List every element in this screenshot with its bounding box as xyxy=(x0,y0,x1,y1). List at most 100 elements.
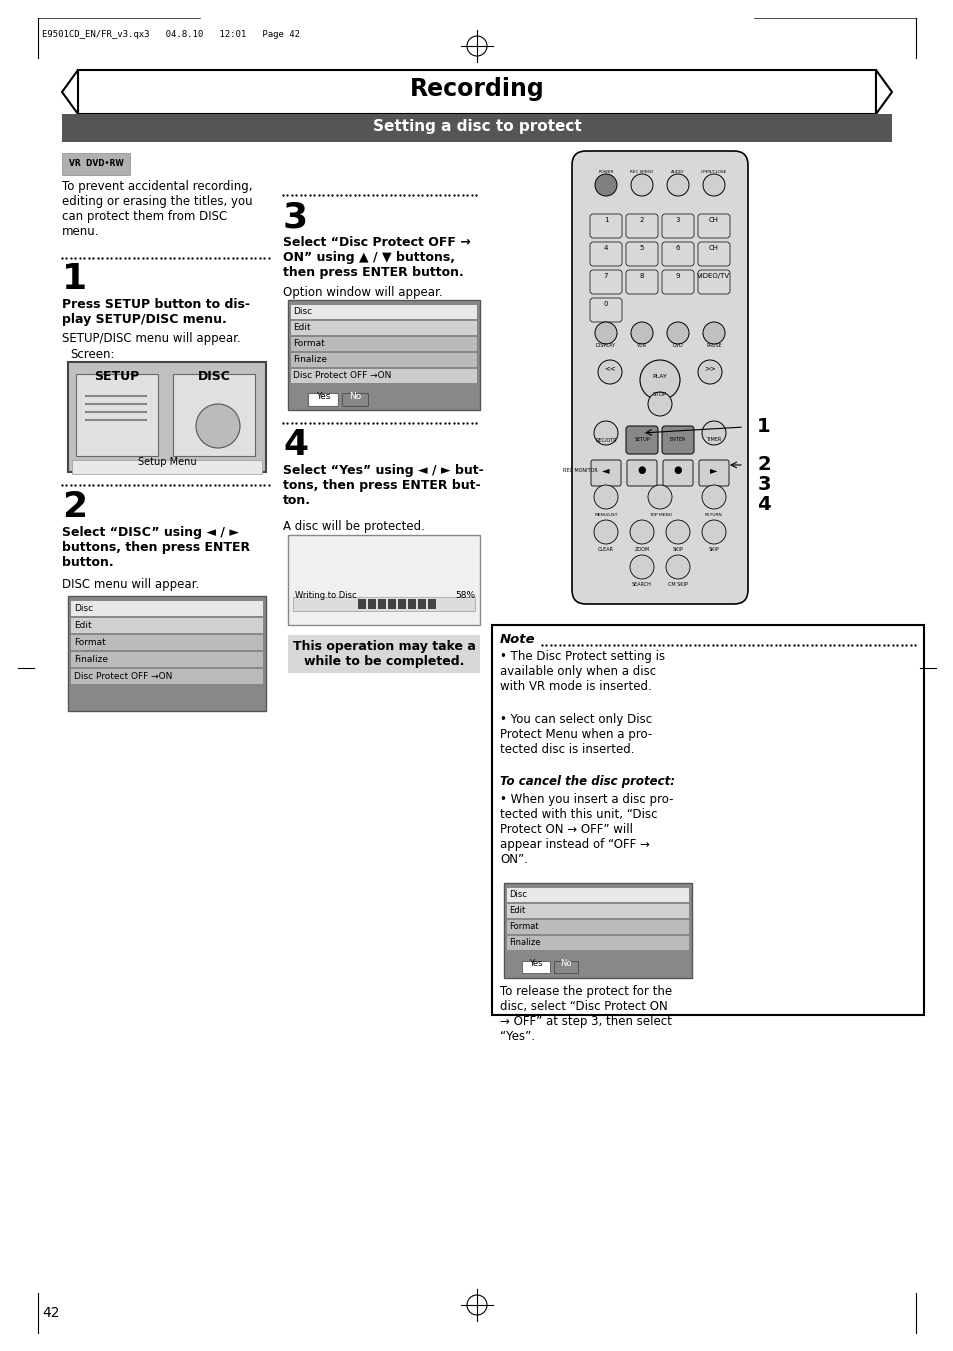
Text: 8: 8 xyxy=(639,273,643,280)
FancyBboxPatch shape xyxy=(625,242,658,266)
FancyBboxPatch shape xyxy=(625,270,658,295)
FancyBboxPatch shape xyxy=(661,426,693,454)
Text: Writing to Disc: Writing to Disc xyxy=(294,590,356,600)
Bar xyxy=(293,597,475,611)
Bar xyxy=(397,598,406,609)
Text: SETUP: SETUP xyxy=(94,370,139,382)
Text: SETUP/DISC menu will appear.: SETUP/DISC menu will appear. xyxy=(62,332,240,345)
Bar xyxy=(71,459,262,474)
Text: CLEAR: CLEAR xyxy=(598,547,614,553)
Circle shape xyxy=(595,322,617,345)
Circle shape xyxy=(630,322,652,345)
Bar xyxy=(71,669,263,684)
Text: 3: 3 xyxy=(757,476,770,494)
Text: Select “DISC” using ◄ / ►
buttons, then press ENTER
button.: Select “DISC” using ◄ / ► buttons, then … xyxy=(62,526,250,569)
Bar xyxy=(291,322,476,335)
Text: Finalize: Finalize xyxy=(293,355,327,363)
Bar xyxy=(428,598,436,609)
Text: Edit: Edit xyxy=(74,621,91,630)
Bar xyxy=(76,374,158,457)
Bar xyxy=(308,393,337,407)
Bar xyxy=(506,920,688,934)
Text: 1: 1 xyxy=(757,417,770,436)
Text: Finalize: Finalize xyxy=(509,938,540,947)
Text: RETURN: RETURN xyxy=(704,513,722,517)
FancyBboxPatch shape xyxy=(625,213,658,238)
Text: 42: 42 xyxy=(42,1306,59,1320)
Text: Disc: Disc xyxy=(509,890,526,898)
Text: REC MONITOR: REC MONITOR xyxy=(562,467,597,473)
FancyBboxPatch shape xyxy=(698,270,729,295)
Text: 4: 4 xyxy=(757,496,770,515)
Text: Yes: Yes xyxy=(529,959,542,969)
Bar xyxy=(417,598,426,609)
Circle shape xyxy=(639,359,679,400)
Text: Screen:: Screen: xyxy=(70,349,114,361)
Text: ●: ● xyxy=(673,465,681,476)
Text: ON” using ▲ / ▼ buttons,: ON” using ▲ / ▼ buttons, xyxy=(283,251,455,263)
Bar xyxy=(71,653,263,667)
Text: No: No xyxy=(559,959,571,969)
Text: Recording: Recording xyxy=(409,77,544,101)
Text: SEARCH: SEARCH xyxy=(632,582,651,586)
Text: VIDEO/TV: VIDEO/TV xyxy=(697,273,730,280)
Text: This operation may take a
while to be completed.: This operation may take a while to be co… xyxy=(293,640,475,667)
Text: To release the protect for the
disc, select “Disc Protect ON
→ OFF” at step 3, t: To release the protect for the disc, sel… xyxy=(499,985,672,1043)
Bar xyxy=(71,601,263,616)
Text: Edit: Edit xyxy=(509,907,525,915)
Text: SKIP: SKIP xyxy=(708,547,719,553)
Bar xyxy=(288,300,479,409)
Bar xyxy=(388,598,395,609)
Bar xyxy=(291,353,476,367)
Text: To prevent accidental recording,
editing or erasing the titles, you
can protect : To prevent accidental recording, editing… xyxy=(62,180,253,238)
Circle shape xyxy=(665,555,689,580)
Text: OPEN/CLOSE: OPEN/CLOSE xyxy=(700,170,726,174)
Bar xyxy=(71,635,263,650)
Bar xyxy=(506,904,688,917)
Bar xyxy=(68,362,266,471)
Circle shape xyxy=(666,322,688,345)
FancyBboxPatch shape xyxy=(661,270,693,295)
Text: Setup Menu: Setup Menu xyxy=(137,457,196,467)
Text: 2: 2 xyxy=(62,490,87,524)
Text: 2: 2 xyxy=(639,218,643,223)
Circle shape xyxy=(666,174,688,196)
Text: 1: 1 xyxy=(62,262,87,296)
Text: Disc Protect OFF →ON: Disc Protect OFF →ON xyxy=(74,671,172,681)
Text: VR  DVD•RW: VR DVD•RW xyxy=(69,159,123,169)
Circle shape xyxy=(630,174,652,196)
Text: 7: 7 xyxy=(603,273,608,280)
Text: 2: 2 xyxy=(757,455,770,474)
Bar xyxy=(506,936,688,950)
Text: DISPLAY: DISPLAY xyxy=(596,343,616,349)
Text: 6: 6 xyxy=(675,245,679,251)
Bar xyxy=(368,598,375,609)
Bar xyxy=(291,305,476,319)
Text: SKIP: SKIP xyxy=(672,547,682,553)
Bar xyxy=(554,961,578,973)
Circle shape xyxy=(665,520,689,544)
Text: A disc will be protected.: A disc will be protected. xyxy=(283,520,424,534)
Text: REC/OTR: REC/OTR xyxy=(595,436,617,442)
Bar xyxy=(291,336,476,351)
Text: CH: CH xyxy=(708,218,719,223)
Circle shape xyxy=(595,174,617,196)
Text: Note: Note xyxy=(499,634,535,646)
Bar xyxy=(62,153,130,176)
Text: 1: 1 xyxy=(603,218,608,223)
Circle shape xyxy=(702,174,724,196)
Text: Select “Yes” using ◄ / ► but-
tons, then press ENTER but-
ton.: Select “Yes” using ◄ / ► but- tons, then… xyxy=(283,463,483,507)
Text: 5: 5 xyxy=(639,245,643,251)
Bar xyxy=(68,596,266,711)
Circle shape xyxy=(647,485,671,509)
Text: Yes: Yes xyxy=(315,392,330,401)
FancyBboxPatch shape xyxy=(662,459,692,486)
Circle shape xyxy=(629,520,654,544)
Text: No: No xyxy=(349,392,361,401)
Text: ►: ► xyxy=(709,465,717,476)
Text: • You can select only Disc
Protect Menu when a pro-
tected disc is inserted.: • You can select only Disc Protect Menu … xyxy=(499,713,652,757)
Text: 3: 3 xyxy=(675,218,679,223)
Text: Option window will appear.: Option window will appear. xyxy=(283,286,442,299)
FancyBboxPatch shape xyxy=(625,426,658,454)
Text: PAUSE: PAUSE xyxy=(705,343,721,349)
